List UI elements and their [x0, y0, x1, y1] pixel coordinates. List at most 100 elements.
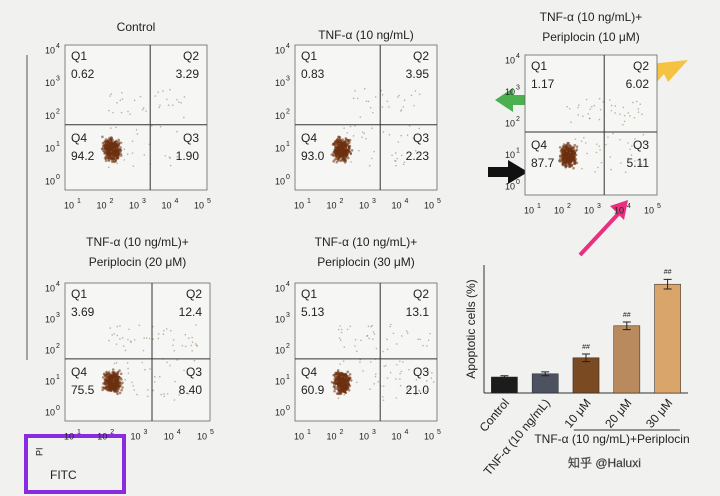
cell-dot — [109, 140, 113, 144]
x-tick-base: 10 — [161, 200, 171, 210]
error-bar — [500, 375, 509, 379]
x-tick-base: 10 — [294, 431, 304, 441]
cell-dot — [426, 345, 428, 347]
quadrant-name: Q4 — [301, 365, 317, 379]
cell-dot — [627, 142, 629, 144]
x-tick-base: 10 — [326, 200, 336, 210]
cell-dot — [164, 154, 167, 157]
cell-dot — [352, 97, 355, 100]
cell-dot — [597, 166, 599, 169]
cell-dot — [399, 372, 401, 375]
cell-dot — [178, 394, 180, 396]
x-tick-base: 10 — [524, 205, 534, 215]
y-tick-base: 10 — [275, 78, 285, 88]
cell-dot — [577, 114, 580, 116]
cell-dot — [348, 146, 351, 149]
y-tick-base: 10 — [45, 283, 55, 293]
cell-dot — [406, 332, 409, 335]
cell-dot — [381, 106, 384, 108]
cell-dot — [414, 393, 417, 396]
cell-dot — [109, 95, 111, 97]
quadrant-value: 2.23 — [406, 149, 430, 163]
x-tick-base: 10 — [644, 205, 654, 215]
cell-dot — [343, 152, 347, 155]
cell-dot — [116, 154, 120, 158]
cell-dot — [639, 103, 642, 105]
cell-dot — [570, 149, 573, 153]
x-tick-exponent: 5 — [207, 198, 211, 205]
error-bar — [582, 353, 590, 363]
bar — [654, 283, 681, 394]
cell-dot — [157, 337, 160, 340]
cell-dot — [338, 337, 341, 339]
cell-dot — [630, 145, 633, 147]
cell-dot — [431, 372, 433, 374]
cell-dot — [109, 378, 113, 382]
cell-dot — [335, 147, 338, 151]
cell-dot — [333, 389, 336, 393]
cell-dot — [103, 386, 107, 390]
quadrant-value: 0.62 — [71, 67, 95, 81]
cell-dot — [195, 324, 197, 326]
cell-dot — [622, 123, 624, 126]
cell-dot — [360, 339, 362, 342]
cell-dot — [374, 96, 377, 98]
cell-dot — [344, 137, 348, 140]
cell-dot — [163, 393, 165, 395]
cell-dot — [568, 107, 571, 110]
cell-dot — [638, 164, 640, 166]
cell-dot — [399, 384, 402, 387]
cell-dot — [395, 397, 398, 399]
cell-dot — [108, 375, 112, 378]
quadrant-name: Q3 — [186, 365, 202, 379]
cell-dot — [112, 380, 115, 383]
quadrant-name: Q3 — [183, 131, 199, 145]
cell-dot — [348, 377, 351, 381]
cell-dot — [106, 138, 110, 142]
cell-dot — [173, 350, 176, 352]
cell-dot — [337, 135, 341, 139]
panel-title: TNF-α (10 ng/mL)+ — [86, 235, 189, 249]
cell-dot — [560, 151, 564, 155]
y-tick-exponent: 3 — [286, 312, 290, 319]
cell-dot — [369, 361, 372, 363]
error-bar — [622, 321, 631, 331]
cell-dot — [598, 118, 601, 121]
cell-dot — [152, 338, 154, 340]
cell-dot — [119, 99, 122, 102]
quadrant-name: Q4 — [301, 131, 317, 145]
cell-dot — [121, 337, 124, 339]
cell-dot — [374, 373, 377, 375]
cell-dot — [333, 387, 337, 391]
cell-dot — [373, 333, 376, 335]
x-tick-base: 10 — [359, 200, 369, 210]
quadrant-value: 1.90 — [176, 149, 200, 163]
cell-dot — [150, 125, 153, 127]
x-tick-exponent: 2 — [567, 203, 571, 210]
cell-dot — [564, 165, 567, 169]
cell-dot — [141, 361, 144, 364]
cell-dot — [392, 332, 395, 335]
cell-dot — [562, 143, 566, 146]
cell-dot — [107, 166, 110, 169]
panel-title: TNF-α (10 ng/mL)+ — [540, 10, 643, 24]
cell-dot — [610, 168, 612, 171]
cell-dot — [343, 394, 346, 396]
cell-dot — [388, 106, 390, 108]
cell-dot — [128, 328, 130, 331]
cell-dot — [109, 138, 113, 141]
quadrant-value: 3.95 — [406, 67, 430, 81]
cell-dot — [191, 349, 193, 352]
cell-dot — [101, 147, 105, 150]
cell-dot — [600, 161, 603, 164]
cell-dot — [348, 373, 352, 376]
cell-dot — [105, 370, 108, 374]
cell-dot — [165, 328, 168, 330]
cell-dot — [588, 117, 591, 120]
cell-dot — [143, 154, 146, 156]
pink-arrow-shaft — [578, 210, 622, 257]
cell-dot — [372, 331, 375, 333]
cell-dot — [116, 325, 119, 328]
cell-dot — [354, 345, 356, 347]
cell-dot — [146, 395, 149, 398]
